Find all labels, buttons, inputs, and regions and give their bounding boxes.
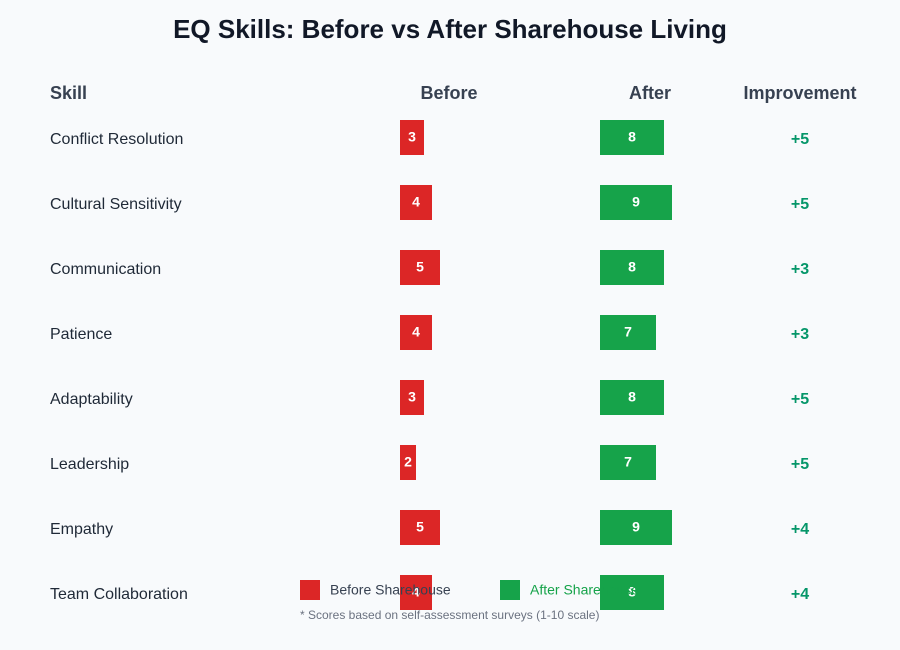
value-label: 5 <box>416 519 424 535</box>
value-label: 2 <box>404 454 412 470</box>
column-header: Before <box>420 83 477 103</box>
skill-label: Conflict Resolution <box>50 131 183 148</box>
skill-label: Patience <box>50 326 112 343</box>
skill-label: Communication <box>50 261 161 278</box>
skill-label: Team Collaboration <box>50 586 188 603</box>
column-header: After <box>629 83 671 103</box>
legend-swatch <box>500 580 520 600</box>
value-label: 4 <box>412 324 420 340</box>
value-label: 3 <box>408 129 416 145</box>
bar <box>400 380 424 415</box>
improvement-label: +5 <box>791 456 809 473</box>
bar <box>600 445 656 480</box>
value-label: 8 <box>628 389 636 405</box>
skill-label: Empathy <box>50 521 113 538</box>
bar <box>600 120 664 155</box>
bar <box>400 250 440 285</box>
column-header: Skill <box>50 83 87 103</box>
bar <box>600 510 672 545</box>
improvement-label: +4 <box>791 586 809 603</box>
bar <box>600 315 656 350</box>
bar <box>400 575 432 610</box>
value-label: 5 <box>416 259 424 275</box>
value-label: 8 <box>628 259 636 275</box>
improvement-label: +3 <box>791 261 809 278</box>
improvement-label: +5 <box>791 131 809 148</box>
value-label: 4 <box>412 194 420 210</box>
skill-label: Cultural Sensitivity <box>50 196 182 213</box>
legend-label: Before Sharehouse <box>330 582 451 598</box>
bar <box>600 185 672 220</box>
legend-swatch <box>300 580 320 600</box>
bar <box>600 380 664 415</box>
value-label: 7 <box>624 324 632 340</box>
bar <box>600 575 664 610</box>
value-label: 7 <box>624 454 632 470</box>
improvement-label: +5 <box>791 196 809 213</box>
column-header: Improvement <box>743 83 856 103</box>
bar <box>600 250 664 285</box>
skill-label: Adaptability <box>50 391 133 408</box>
bar <box>400 120 424 155</box>
value-label: 9 <box>632 194 640 210</box>
value-label: 4 <box>412 584 420 600</box>
bar <box>400 445 416 480</box>
value-label: 8 <box>628 129 636 145</box>
bar <box>400 185 432 220</box>
value-label: 3 <box>408 389 416 405</box>
improvement-label: +5 <box>791 391 809 408</box>
skill-label: Leadership <box>50 456 129 473</box>
bar <box>400 510 440 545</box>
improvement-label: +4 <box>791 521 809 538</box>
chart-title: EQ Skills: Before vs After Sharehouse Li… <box>173 14 727 44</box>
legend-label: After Sharehouse <box>530 582 639 598</box>
bar <box>400 315 432 350</box>
value-label: 8 <box>628 584 636 600</box>
footnote: * Scores based on self-assessment survey… <box>300 608 599 622</box>
improvement-label: +3 <box>791 326 809 343</box>
value-label: 9 <box>632 519 640 535</box>
